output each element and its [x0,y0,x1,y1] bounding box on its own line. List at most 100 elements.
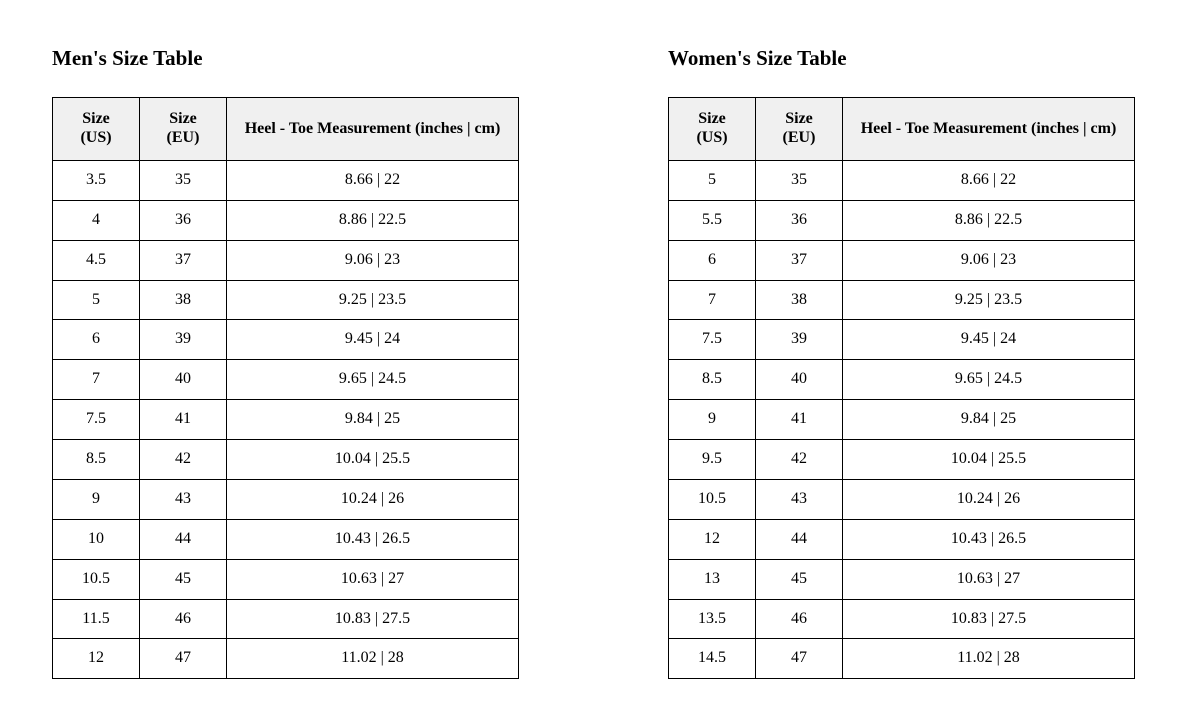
table-cell: 9.45 | 24 [226,319,519,361]
column-header: Size (EU) [755,97,843,161]
table-cell: 8.86 | 22.5 [226,199,519,241]
table-row: 4.5 37 9.06 | 23 [52,239,519,281]
table-cell: 9 [668,399,756,441]
table-cell: 9.65 | 24.5 [226,359,519,401]
table-row: 11.5 46 10.83 | 27.5 [52,598,519,640]
table-row: 12 47 11.02 | 28 [52,638,519,680]
table-cell: 47 [139,638,227,680]
table-cell: 5.5 [668,199,756,241]
table-cell: 10.63 | 27 [842,558,1135,600]
tables-layout: Men's Size Table Size (US) Size (EU) Heel … [52,46,1148,680]
womens-table-body: 5 35 8.66 | 22 5.5 36 8.86 | 22.5 6 37 9.06 | 23… [668,159,1135,680]
table-cell: 9.25 | 23.5 [226,279,519,321]
table-cell: 10.24 | 26 [842,478,1135,520]
table-cell: 9.5 [668,439,756,480]
table-cell: 9.84 | 25 [842,399,1135,441]
table-row: 13.5 46 10.83 | 27.5 [668,598,1135,640]
table-cell: 6 [52,319,140,361]
table-cell: 39 [139,319,227,361]
header-row: Size (US) Size (EU) Heel - Toe Measurement… [668,97,1135,161]
table-cell: 9.06 | 23 [842,239,1135,281]
table-cell: 10.24 | 26 [226,478,519,520]
table-cell: 9 [52,478,140,520]
table-cell: 42 [755,439,843,480]
table-row: 6 37 9.06 | 23 [668,239,1135,281]
table-cell: 9.84 | 25 [226,399,519,441]
table-cell: 46 [139,598,227,640]
table-row: 9.5 42 10.04 | 25.5 [668,439,1135,480]
table-cell: 10.63 | 27 [226,558,519,600]
table-cell: 7 [52,359,140,401]
table-row: 3.5 35 8.66 | 22 [52,159,519,201]
table-cell: 44 [139,518,227,560]
table-cell: 43 [139,478,227,520]
table-row: 7 40 9.65 | 24.5 [52,359,519,401]
column-header: Size (EU) [139,97,227,161]
table-row: 14.5 47 11.02 | 28 [668,638,1135,680]
table-cell: 10.83 | 27.5 [226,598,519,640]
table-cell: 4.5 [52,239,140,281]
table-cell: 47 [755,638,843,680]
table-cell: 10.43 | 26.5 [226,518,519,560]
table-cell: 14.5 [668,638,756,680]
table-row: 12 44 10.43 | 26.5 [668,518,1135,560]
table-cell: 40 [139,359,227,401]
table-cell: 38 [139,279,227,321]
womens-size-section: Women's Size Table Size (US) Size (EU) Hee… [668,46,1135,680]
mens-table-header: Size (US) Size (EU) Heel - Toe Measurement… [52,97,519,161]
womens-table-header: Size (US) Size (EU) Heel - Toe Measurement… [668,97,1135,161]
mens-table-body: 3.5 35 8.66 | 22 4 36 8.86 | 22.5 4.5 37 9.06 | … [52,159,519,680]
column-header: Size (US) [668,97,756,161]
table-row: 9 41 9.84 | 25 [668,399,1135,441]
mens-size-section: Men's Size Table Size (US) Size (EU) Heel … [52,46,519,680]
table-cell: 10.04 | 25.5 [842,439,1135,480]
table-cell: 37 [755,239,843,281]
table-cell: 12 [668,518,756,560]
table-row: 10 44 10.43 | 26.5 [52,518,519,560]
column-header: Heel - Toe Measurement (inches | cm) [842,97,1135,161]
table-cell: 6 [668,239,756,281]
table-cell: 36 [139,199,227,241]
table-cell: 44 [755,518,843,560]
header-row: Size (US) Size (EU) Heel - Toe Measurement… [52,97,519,161]
table-cell: 8.66 | 22 [226,159,519,201]
column-header: Size (US) [52,97,140,161]
table-row: 5 38 9.25 | 23.5 [52,279,519,321]
table-row: 13 45 10.63 | 27 [668,558,1135,600]
table-cell: 4 [52,199,140,241]
table-cell: 36 [755,199,843,241]
table-cell: 35 [139,159,227,201]
table-row: 4 36 8.86 | 22.5 [52,199,519,241]
table-cell: 7.5 [52,399,140,441]
table-cell: 7 [668,279,756,321]
table-cell: 8.5 [668,359,756,401]
table-cell: 37 [139,239,227,281]
table-cell: 9.45 | 24 [842,319,1135,361]
table-cell: 39 [755,319,843,361]
table-cell: 43 [755,478,843,520]
table-cell: 10.43 | 26.5 [842,518,1135,560]
table-cell: 11.5 [52,598,140,640]
table-cell: 10.83 | 27.5 [842,598,1135,640]
womens-size-table: Size (US) Size (EU) Heel - Toe Measurement… [668,97,1135,680]
table-cell: 13 [668,558,756,600]
table-cell: 13.5 [668,598,756,640]
table-cell: 9.06 | 23 [226,239,519,281]
table-cell: 7.5 [668,319,756,361]
table-cell: 10.5 [668,478,756,520]
table-cell: 8.86 | 22.5 [842,199,1135,241]
table-row: 10.5 43 10.24 | 26 [668,478,1135,520]
table-row: 6 39 9.45 | 24 [52,319,519,361]
table-cell: 38 [755,279,843,321]
table-cell: 3.5 [52,159,140,201]
table-row: 7.5 41 9.84 | 25 [52,399,519,441]
table-cell: 12 [52,638,140,680]
table-cell: 10 [52,518,140,560]
table-cell: 45 [755,558,843,600]
table-row: 8.5 40 9.65 | 24.5 [668,359,1135,401]
table-cell: 45 [139,558,227,600]
table-cell: 9.65 | 24.5 [842,359,1135,401]
table-row: 5.5 36 8.86 | 22.5 [668,199,1135,241]
column-header: Heel - Toe Measurement (inches | cm) [226,97,519,161]
